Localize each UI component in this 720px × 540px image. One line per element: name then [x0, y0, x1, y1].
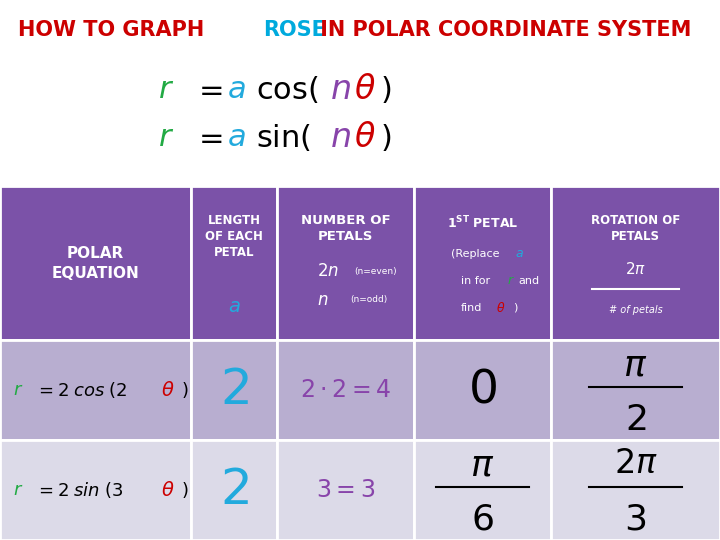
- Text: (n=even): (n=even): [354, 267, 397, 276]
- Text: $6$: $6$: [471, 503, 494, 537]
- Bar: [414, 440, 551, 540]
- Text: (Replace: (Replace: [451, 248, 500, 259]
- Text: $\cos($: $\cos($: [256, 73, 318, 105]
- Text: $n$: $n$: [330, 121, 351, 154]
- Text: LENGTH
OF EACH
PETAL: LENGTH OF EACH PETAL: [205, 214, 263, 259]
- Bar: [277, 186, 414, 340]
- Text: HOW TO GRAPH: HOW TO GRAPH: [18, 19, 212, 40]
- Text: in for: in for: [461, 275, 490, 286]
- Text: ): ): [513, 302, 517, 313]
- Text: $3$: $3$: [624, 503, 647, 537]
- Text: $\mathbf{1^{ST}}$ PETAL: $\mathbf{1^{ST}}$ PETAL: [446, 214, 518, 231]
- Text: $)$: $)$: [380, 73, 392, 105]
- Text: and: and: [518, 275, 540, 286]
- Text: $\theta$: $\theta$: [161, 381, 174, 400]
- Text: $a$: $a$: [227, 75, 246, 104]
- Bar: [0, 186, 191, 340]
- Text: $a$: $a$: [227, 123, 246, 152]
- Text: $r$: $r$: [158, 75, 174, 104]
- Text: $\theta$: $\theta$: [354, 121, 376, 154]
- Text: $)$: $)$: [181, 380, 189, 400]
- Text: $= 2\;sin\;(3$: $= 2\;sin\;(3$: [35, 480, 122, 500]
- Text: # of petals: # of petals: [608, 305, 662, 315]
- Text: $\theta$: $\theta$: [161, 481, 174, 500]
- Bar: [191, 340, 277, 440]
- Bar: [414, 340, 551, 440]
- Bar: [277, 340, 414, 440]
- Text: $0$: $0$: [468, 368, 497, 413]
- Text: $r$: $r$: [13, 481, 23, 499]
- Text: $2\pi$: $2\pi$: [613, 447, 657, 480]
- Text: $n$: $n$: [317, 291, 328, 309]
- Text: $2n$: $2n$: [317, 262, 338, 280]
- Text: $r$: $r$: [508, 274, 515, 287]
- Text: find: find: [461, 302, 482, 313]
- Text: $2$: $2$: [220, 466, 248, 514]
- Bar: [414, 186, 551, 340]
- Text: $=$: $=$: [193, 75, 223, 104]
- Text: $\theta$: $\theta$: [495, 301, 505, 314]
- Text: $3 = 3$: $3 = 3$: [316, 478, 375, 502]
- Text: $= 2\;cos\;(2$: $= 2\;cos\;(2$: [35, 380, 127, 400]
- Bar: [0, 440, 191, 540]
- Text: $2 \cdot 2 = 4$: $2 \cdot 2 = 4$: [300, 378, 391, 402]
- Text: POLAR
EQUATION: POLAR EQUATION: [52, 246, 139, 281]
- Text: $\pi$: $\pi$: [624, 349, 647, 383]
- Text: ROTATION OF
PETALS: ROTATION OF PETALS: [591, 214, 680, 242]
- Text: (n=odd): (n=odd): [350, 295, 387, 305]
- Text: $\sin($: $\sin($: [256, 122, 311, 153]
- Text: $)$: $)$: [181, 480, 189, 500]
- Text: $2$: $2$: [625, 403, 646, 437]
- Text: $=$: $=$: [193, 123, 223, 152]
- Text: $2\pi$: $2\pi$: [625, 261, 646, 276]
- Text: NUMBER OF
PETALS: NUMBER OF PETALS: [301, 214, 390, 242]
- Bar: [277, 440, 414, 540]
- Text: $\theta$: $\theta$: [354, 72, 376, 106]
- Text: $a$: $a$: [516, 247, 524, 260]
- Text: $\pi$: $\pi$: [470, 449, 495, 483]
- Text: $n$: $n$: [330, 72, 351, 106]
- Text: $r$: $r$: [158, 123, 174, 152]
- Bar: [191, 186, 277, 340]
- Text: $r$: $r$: [13, 381, 23, 399]
- Text: ROSE: ROSE: [264, 19, 326, 40]
- Bar: [551, 186, 720, 340]
- Text: $)$: $)$: [380, 122, 392, 153]
- Text: IN POLAR COORDINATE SYSTEM: IN POLAR COORDINATE SYSTEM: [313, 19, 692, 40]
- Text: $a$: $a$: [228, 297, 240, 316]
- Text: $2$: $2$: [220, 366, 248, 414]
- Bar: [551, 340, 720, 440]
- Bar: [551, 440, 720, 540]
- Bar: [191, 440, 277, 540]
- Bar: [0, 340, 191, 440]
